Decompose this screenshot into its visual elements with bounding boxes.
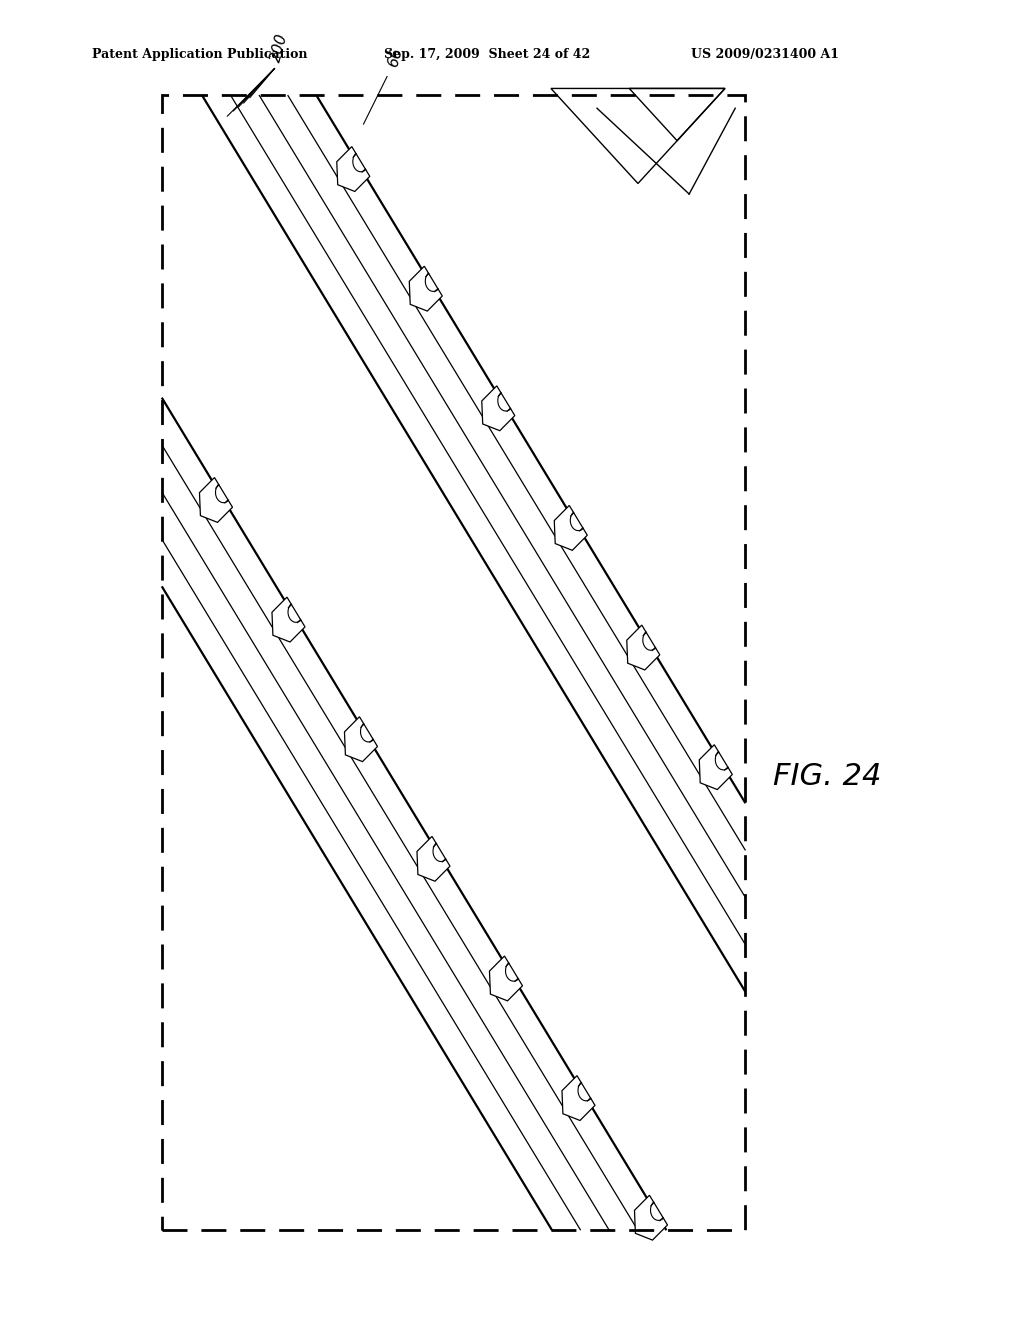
- Text: Patent Application Publication: Patent Application Publication: [92, 48, 307, 61]
- Polygon shape: [272, 597, 305, 642]
- Polygon shape: [562, 1076, 595, 1121]
- Text: 200: 200: [268, 32, 291, 63]
- Polygon shape: [481, 385, 515, 430]
- Text: 66: 66: [385, 46, 406, 69]
- Polygon shape: [489, 956, 522, 1001]
- Text: Sep. 17, 2009  Sheet 24 of 42: Sep. 17, 2009 Sheet 24 of 42: [384, 48, 590, 61]
- Polygon shape: [200, 478, 232, 523]
- Polygon shape: [337, 147, 370, 191]
- Text: US 2009/0231400 A1: US 2009/0231400 A1: [691, 48, 840, 61]
- Polygon shape: [554, 506, 588, 550]
- Polygon shape: [635, 1195, 668, 1239]
- Polygon shape: [410, 267, 442, 312]
- Polygon shape: [627, 626, 659, 671]
- Text: FIG. 24: FIG. 24: [773, 763, 882, 792]
- Polygon shape: [344, 717, 378, 762]
- Polygon shape: [699, 744, 732, 789]
- Polygon shape: [417, 837, 450, 882]
